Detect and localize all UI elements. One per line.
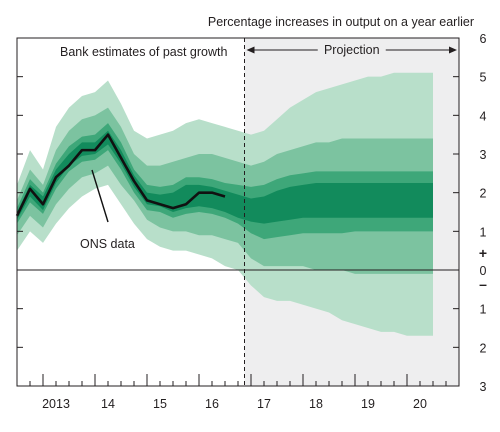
x-tick-label: 18 xyxy=(309,397,323,411)
x-tick-label: 20 xyxy=(413,397,427,411)
y-tick-label: 3 xyxy=(480,380,487,394)
y-tick-label: 6 xyxy=(480,32,487,46)
x-tick-label: 2013 xyxy=(42,397,70,411)
y-tick-label: 2 xyxy=(480,187,487,201)
ons-pointer xyxy=(91,169,109,223)
x-tick-label: 16 xyxy=(205,397,219,411)
ons-data-line xyxy=(15,133,226,217)
projection-arrow xyxy=(246,46,457,54)
y-tick-label: 3 xyxy=(480,148,487,162)
y-tick-label: 1 xyxy=(480,303,487,317)
projection-label: Projection xyxy=(324,43,380,57)
y-tick-label: 2 xyxy=(480,341,487,355)
y-sign-minus: – xyxy=(479,276,487,292)
y-tick-label: 0 xyxy=(480,264,487,278)
axis-ticks: 3 2 1 0 1 2 3 4 5 6 2013 14 15 16 17 18 19 20 xyxy=(16,32,487,411)
band-core xyxy=(17,130,433,224)
past-growth-label: Bank estimates of past growth xyxy=(60,45,227,59)
x-tick-label: 17 xyxy=(257,397,271,411)
x-tick-label: 19 xyxy=(361,397,375,411)
ons-data-label: ONS data xyxy=(80,237,135,251)
y-tick-label: 1 xyxy=(480,225,487,239)
y-tick-label: 5 xyxy=(480,71,487,85)
fan-bands xyxy=(17,72,433,336)
chart-title: Percentage increases in output on a year… xyxy=(208,15,474,29)
x-tick-label: 15 xyxy=(153,397,167,411)
x-tick-label: 14 xyxy=(101,397,115,411)
y-tick-label: 4 xyxy=(480,109,487,123)
y-sign-plus: + xyxy=(479,245,487,261)
